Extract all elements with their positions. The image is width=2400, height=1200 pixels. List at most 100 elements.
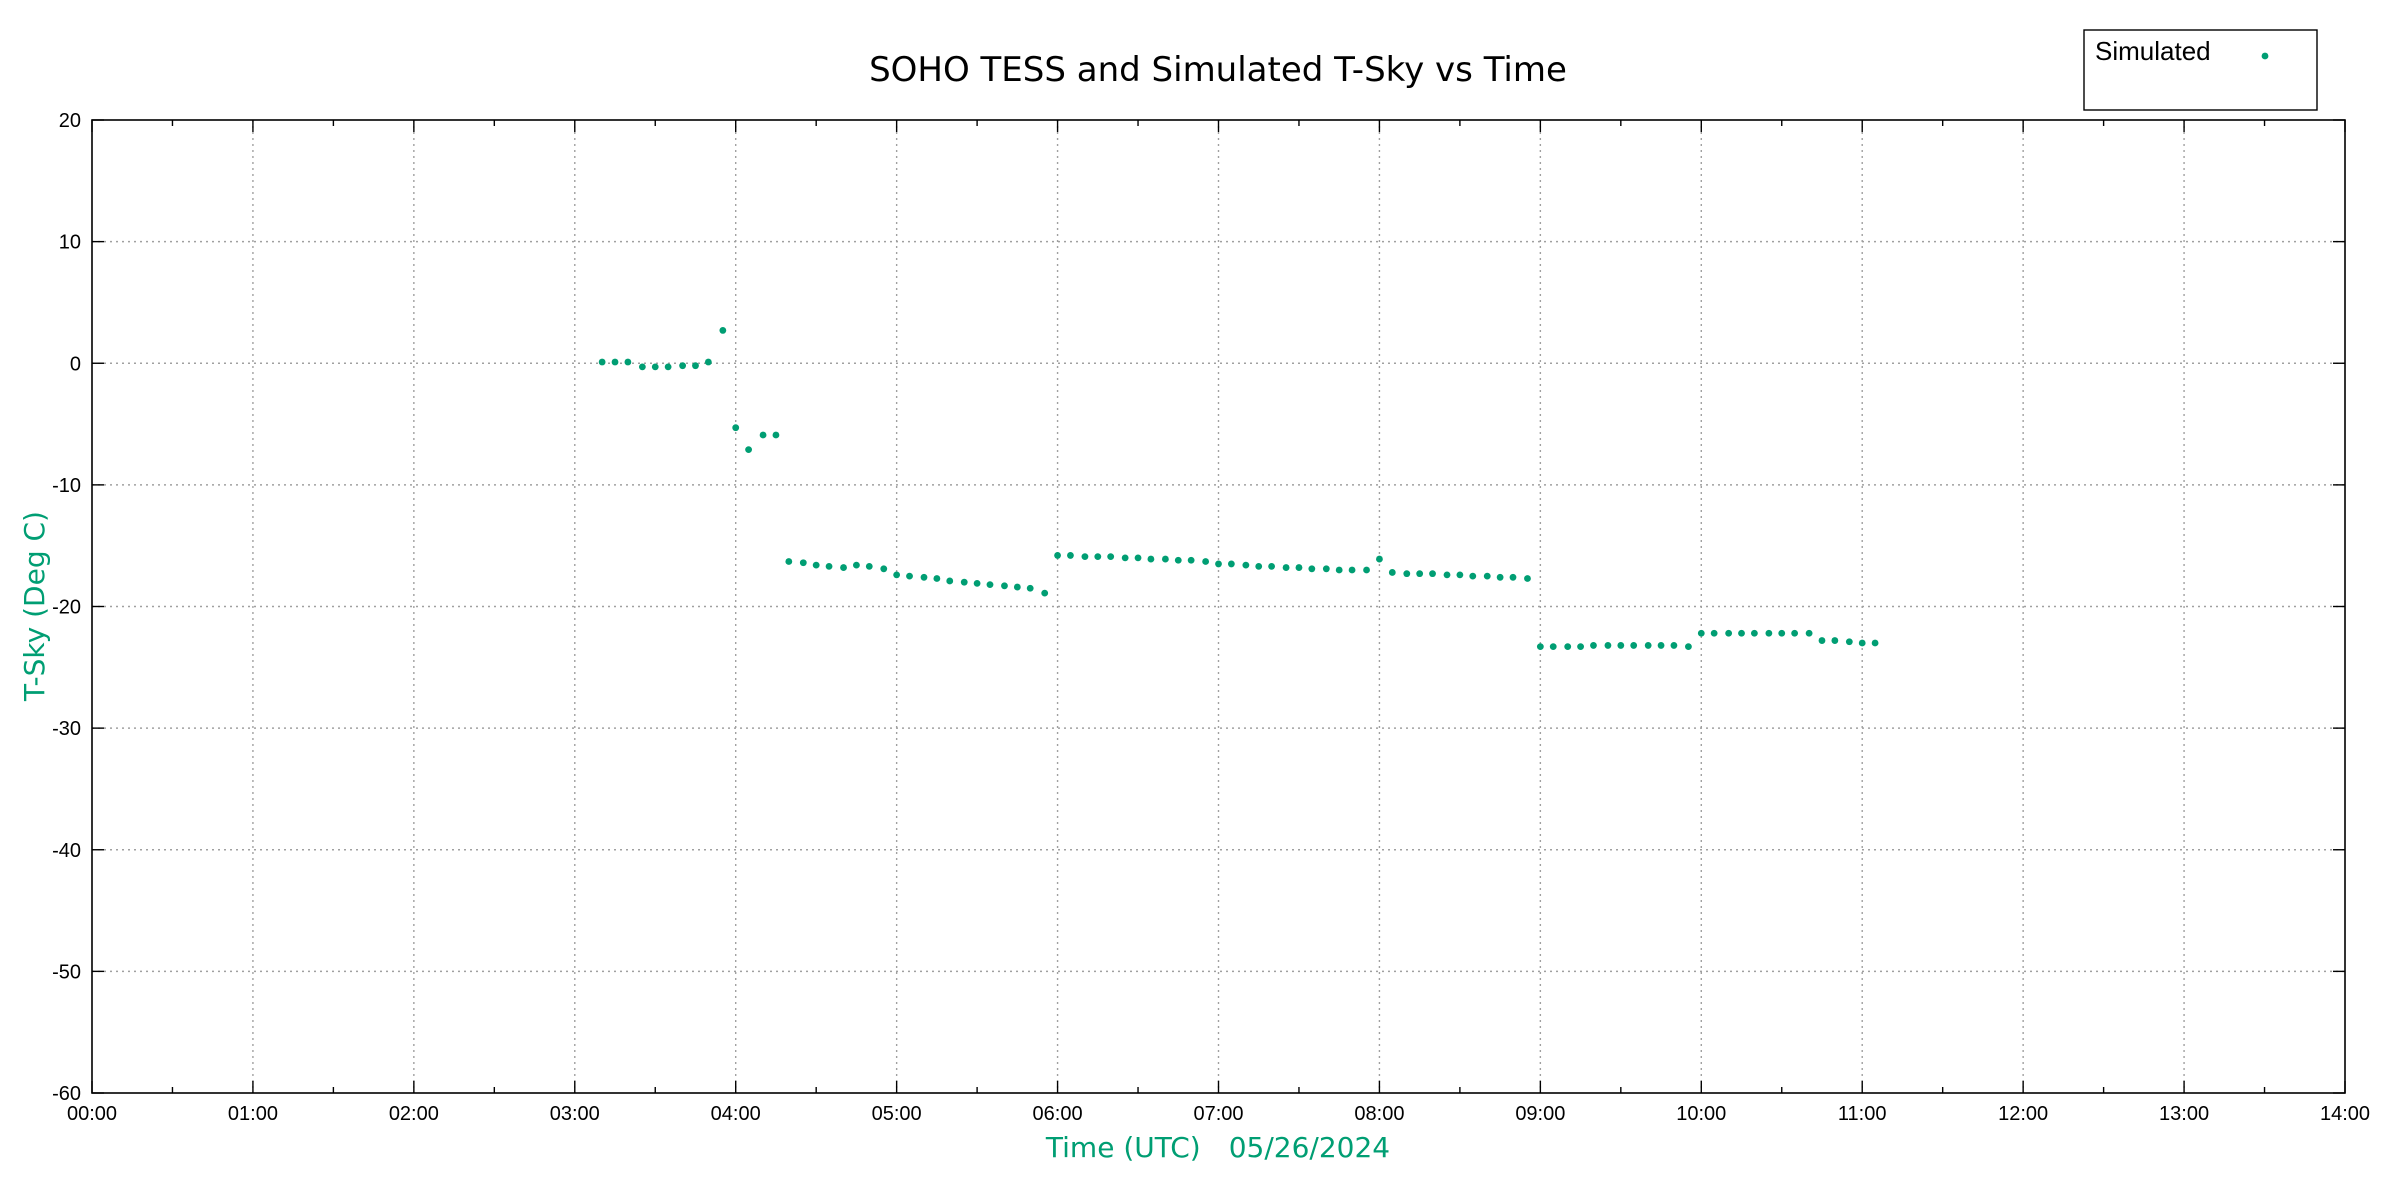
data-point [1094,553,1102,561]
x-axis-label-line: Time (UTC) 05/26/2024 [1045,1131,1390,1164]
data-point [986,581,994,589]
data-point [1376,555,1383,563]
x-tick-label: 05:00 [872,1103,922,1125]
data-point [812,561,820,569]
data-point [1174,556,1182,564]
data-point [1483,572,1491,580]
data-point [865,562,873,570]
data-point [772,431,780,439]
data-point [853,561,860,569]
data-point [719,327,727,334]
data-point [1147,555,1155,563]
data-point [745,446,752,454]
data-point [1644,642,1652,649]
data-point [1013,583,1021,591]
x-tick-label: 13:00 [2159,1103,2209,1125]
data-point [973,579,981,587]
y-tick-labels: 20 10 0 -10 -20 -30 -40 -50 -60 [52,110,81,1105]
data-point [1469,572,1477,580]
x-tick-labels: 00:00 01:00 02:00 03:00 04:00 05:00 06:00 07:00… [67,1103,2370,1125]
data-point [1363,566,1370,574]
x-tick-label: 09:00 [1515,1103,1565,1125]
data-point [1496,573,1504,581]
data-point [1255,562,1263,570]
x-tick-label: 08:00 [1354,1103,1404,1125]
data-point [1765,629,1773,637]
data-point [679,362,687,370]
data-point [840,564,847,571]
data-point [1081,553,1089,561]
data-point [1388,569,1396,576]
data-point [1268,562,1276,570]
data-point [1738,629,1745,637]
data-point [1001,582,1008,590]
data-point [1524,575,1531,582]
x-axis-label-date: 05/26/2024 [1229,1131,1390,1164]
legend: Simulated [2083,29,2318,111]
data-point [1282,564,1290,571]
data-point [1348,566,1356,574]
plot-frame [91,119,2346,1094]
x-tick-label: 10:00 [1676,1103,1726,1125]
x-axis-label-group: Time (UTC) 05/26/2024 [1045,1131,1390,1164]
data-point [906,572,913,580]
x-tick-label: 12:00 [1998,1103,2048,1125]
data-point [692,362,699,370]
data-point [1549,643,1557,651]
data-point [1657,642,1665,649]
data-point [598,358,606,366]
data-point [1456,571,1464,579]
data-point [1536,643,1544,651]
data-point [1577,643,1584,651]
data-point [1845,638,1853,646]
data-point [1187,556,1195,564]
data-point [825,562,833,570]
data-point [704,358,712,366]
data-point [1604,642,1612,649]
data-point [1697,629,1705,637]
data-point [1202,558,1210,565]
legend-entry-simulated: Simulated [2095,36,2211,66]
data-point [1242,561,1250,569]
x-axis-label: Time (UTC) [1045,1131,1201,1164]
y-tick-label: -10 [52,475,81,497]
x-tick-label: 07:00 [1193,1103,1243,1125]
data-point [1308,565,1316,573]
x-tick-label: 11:00 [1838,1103,1887,1125]
data-point [1710,629,1718,637]
data-point [880,565,888,573]
x-tick-label: 00:00 [67,1103,117,1125]
data-point [893,571,901,579]
data-point [759,431,767,439]
data-point [960,578,968,586]
data-point [1134,554,1142,562]
data-point [1509,573,1517,581]
y-tick-label: 20 [59,110,81,132]
data-point [785,558,793,565]
y-tick-label: -60 [52,1083,81,1105]
data-point [1335,566,1343,574]
data-point [611,358,619,366]
data-point [933,575,941,582]
x-tick-label: 01:00 [228,1103,278,1125]
data-point [946,577,954,585]
data-point [1871,639,1879,647]
data-point [1215,560,1222,568]
data-point [1416,570,1424,578]
data-point [1443,571,1451,579]
x-tick-label: 02:00 [389,1103,439,1125]
data-point [1295,564,1303,571]
data-point [1429,570,1436,578]
data-point [1590,642,1597,649]
data-point [1805,629,1813,637]
data-point [1818,637,1826,644]
data-point [920,573,928,581]
x-tick-label: 14:00 [2320,1103,2370,1125]
y-tick-label: 0 [70,353,81,375]
data-point [1067,552,1074,559]
data-point [1054,552,1061,559]
data-point [638,363,646,371]
data-point [1831,637,1839,644]
